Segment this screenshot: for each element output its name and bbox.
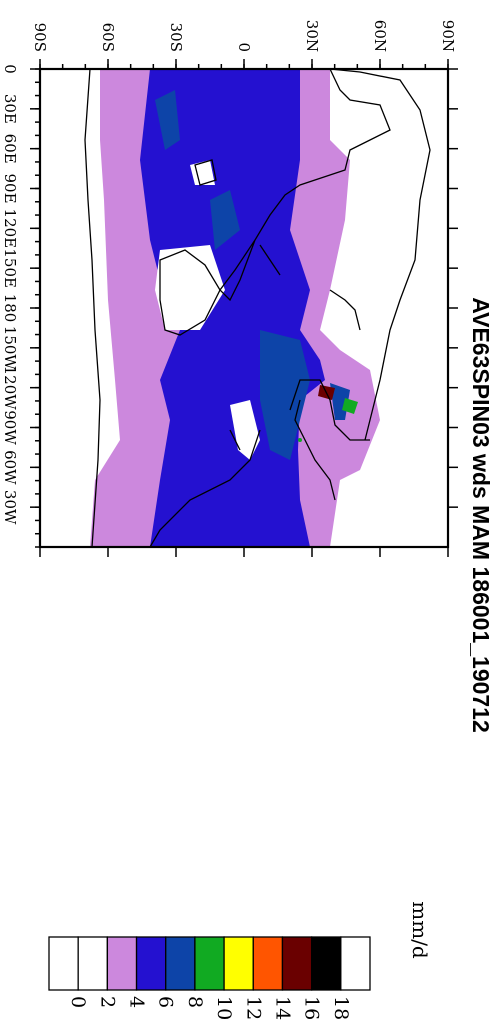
- colorbar-cell: [310, 936, 342, 991]
- colorbar-cell: [340, 936, 371, 991]
- colorbar-cell: [252, 936, 284, 991]
- lat-label: 30S: [167, 23, 185, 52]
- colorbar-cell: [77, 936, 109, 991]
- colorbar-level-label: 10: [213, 996, 235, 1020]
- map-title: AVE63SPIN03 wds MAM 186001_190712: [468, 297, 494, 733]
- lat-label: 90N: [439, 20, 457, 52]
- lon-label: 30E: [1, 94, 19, 124]
- colorbar-cell: [135, 936, 167, 991]
- colorbar-level-label: 4: [126, 996, 148, 1008]
- colorbar-cell: [194, 936, 225, 991]
- colorbar-level-label: 8: [184, 996, 206, 1008]
- lon-label: 90W: [1, 410, 19, 445]
- lon-label: 60W: [1, 450, 19, 485]
- longitude-ticks: [30, 68, 458, 548]
- lon-label: 60E: [1, 134, 19, 164]
- colorbar-cell: [165, 936, 196, 991]
- lon-label: 0: [1, 64, 19, 74]
- colorbar-level-label: 16: [301, 996, 323, 1020]
- lon-label: 150W: [1, 326, 19, 371]
- units-label: mm/d: [408, 901, 432, 959]
- lat-label: 60S: [99, 23, 117, 52]
- coastlines: [84, 68, 431, 548]
- lon-label: 30W: [1, 490, 19, 525]
- lat-label: 0: [235, 42, 253, 52]
- lon-label: 90E: [1, 173, 19, 203]
- colorbar-level-label: 6: [155, 996, 177, 1008]
- lon-label: 120W: [1, 366, 19, 411]
- colorbar: 0 2 4 6 8 10 12 14 16 18 mm/d: [48, 901, 432, 1020]
- lon-label: 150E: [1, 248, 19, 288]
- latitude-labels: 90S 60S 30S 0 30N 60N 90N: [31, 20, 457, 52]
- colorbar-cell: [48, 936, 79, 991]
- colorbar-level-label: 0: [67, 996, 89, 1008]
- lat-label: 30N: [303, 20, 321, 52]
- lat-label: 60N: [371, 20, 389, 52]
- colorbar-labels: 0 2 4 6 8 10 12 14 16 18: [67, 996, 352, 1020]
- lat-label: 90S: [31, 23, 49, 52]
- lon-label: 180: [1, 294, 19, 323]
- latitude-ticks: [39, 59, 449, 557]
- colorbar-level-label: 14: [271, 996, 293, 1020]
- colorbar-cell: [281, 936, 313, 991]
- colorbar-level-label: 12: [242, 996, 264, 1020]
- dry-zones: [80, 69, 260, 460]
- colorbar-level-label: 18: [330, 996, 352, 1020]
- colorbar-cell: [106, 936, 138, 991]
- lon-label: 120E: [1, 209, 19, 249]
- colorbar-cell: [223, 936, 254, 991]
- colorbar-level-label: 2: [96, 996, 118, 1008]
